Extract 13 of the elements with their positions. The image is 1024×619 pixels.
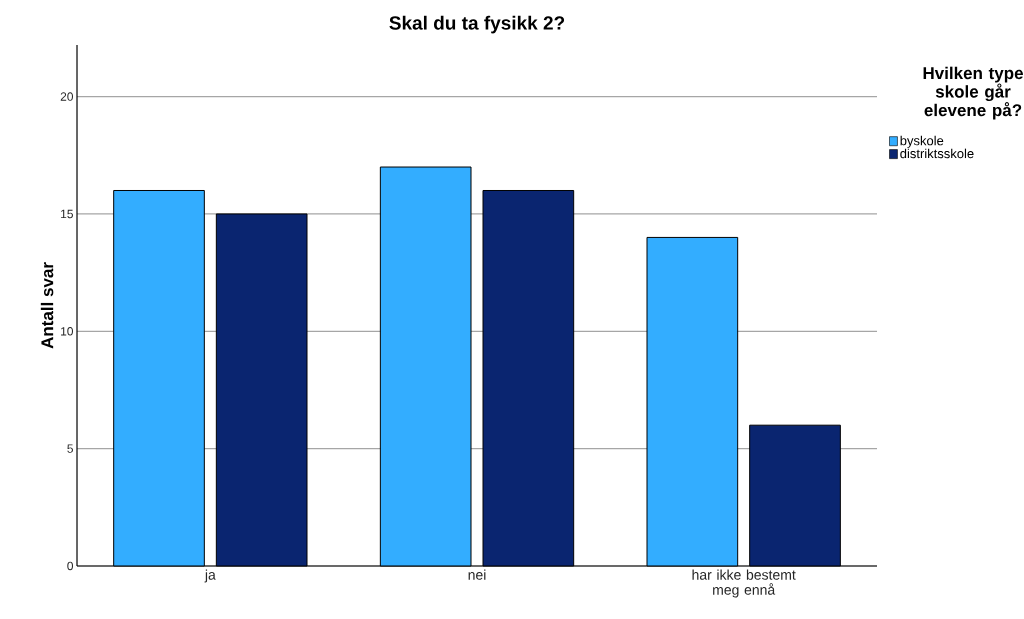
legend-label: distriktsskole [900,148,974,159]
y-tick-label: 0 [67,561,74,571]
legend-title: Hvilken type skole går elevene på? [923,66,1023,120]
y-tick-label: 5 [67,444,73,453]
y-axis-title: Antall svar [40,262,54,349]
x-tick-label: har ikke bestemt meg ennå [692,569,796,598]
legend-label: byskole [900,135,944,148]
y-tick-label: 10 [61,327,74,336]
y-tick-label: 15 [61,209,73,219]
x-tick-label: nei [468,569,486,580]
y-tick-label: 20 [60,92,74,101]
x-tick-label: ja [204,569,216,583]
chart-title: Skal du ta fysikk 2? [389,15,565,34]
